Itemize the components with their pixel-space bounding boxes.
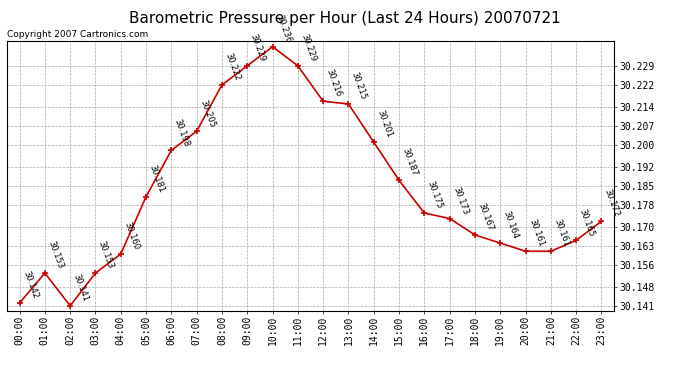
- Text: 30.160: 30.160: [122, 221, 141, 251]
- Text: 30.175: 30.175: [426, 180, 444, 210]
- Text: 30.236: 30.236: [274, 13, 293, 44]
- Text: 30.229: 30.229: [299, 33, 317, 63]
- Text: 30.167: 30.167: [476, 201, 495, 232]
- Text: 30.173: 30.173: [451, 185, 469, 216]
- Text: 30.153: 30.153: [97, 240, 115, 270]
- Text: 30.215: 30.215: [350, 71, 368, 101]
- Text: 30.164: 30.164: [502, 210, 520, 240]
- Text: 30.216: 30.216: [324, 68, 343, 99]
- Text: 30.165: 30.165: [578, 207, 596, 238]
- Text: 30.141: 30.141: [72, 273, 90, 303]
- Text: 30.172: 30.172: [603, 188, 621, 219]
- Text: 30.181: 30.181: [148, 164, 166, 194]
- Text: 30.161: 30.161: [527, 218, 545, 249]
- Text: Copyright 2007 Cartronics.com: Copyright 2007 Cartronics.com: [7, 30, 148, 39]
- Text: 30.153: 30.153: [46, 240, 65, 270]
- Text: 30.187: 30.187: [400, 147, 419, 178]
- Text: 30.142: 30.142: [21, 270, 39, 300]
- Text: 30.222: 30.222: [224, 52, 241, 82]
- Text: 30.229: 30.229: [248, 33, 267, 63]
- Text: 30.201: 30.201: [375, 109, 393, 140]
- Text: 30.205: 30.205: [198, 98, 217, 129]
- Text: 30.161: 30.161: [552, 218, 571, 249]
- Text: Barometric Pressure per Hour (Last 24 Hours) 20070721: Barometric Pressure per Hour (Last 24 Ho…: [129, 11, 561, 26]
- Text: 30.198: 30.198: [172, 117, 191, 148]
